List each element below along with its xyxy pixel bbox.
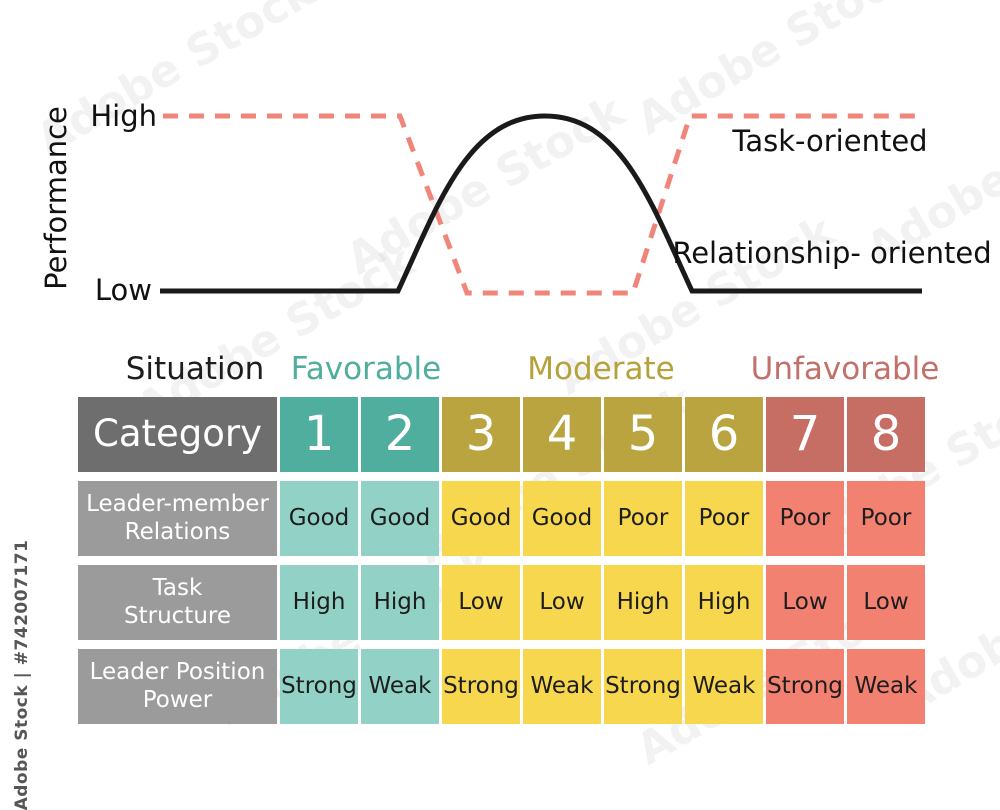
table-cell: Strong	[604, 649, 682, 724]
category-8: 8	[847, 397, 925, 472]
chart-canvas	[160, 113, 922, 296]
category-3: 3	[442, 397, 520, 472]
table-cell: Low	[523, 565, 601, 640]
table-cell: Low	[442, 565, 520, 640]
table-cell: Weak	[685, 649, 763, 724]
table-cell: High	[685, 565, 763, 640]
stock-id-watermark: Adobe Stock | #742007171	[12, 539, 32, 810]
task-oriented-label: Task-oriented	[732, 123, 928, 158]
row-label-leader-position-power: Leader Position Power	[78, 649, 277, 724]
table-cell: Strong	[766, 649, 844, 724]
table-cell: High	[280, 565, 358, 640]
situation-label: Situation	[125, 351, 265, 387]
category-4: 4	[523, 397, 601, 472]
table-cell: Low	[847, 565, 925, 640]
row-label-leader-member-relations: Leader-member Relations	[78, 481, 277, 556]
category-5: 5	[604, 397, 682, 472]
table-cell: Good	[361, 481, 439, 556]
unfavorable-group-label: Unfavorable	[750, 351, 940, 387]
y-tick-low: Low	[94, 273, 152, 307]
y-axis-label: Performance	[39, 106, 73, 290]
category-2: 2	[361, 397, 439, 472]
table-cell: Weak	[523, 649, 601, 724]
category-header: Category	[78, 397, 277, 472]
situation-table: Category 1 2 3 4 5 6 7 8 Leader-member R…	[78, 397, 925, 724]
table-cell: Poor	[685, 481, 763, 556]
table-cell: Good	[442, 481, 520, 556]
favorable-group-label: Favorable	[290, 351, 442, 387]
table-cell: Poor	[604, 481, 682, 556]
relationship-oriented-line	[160, 113, 922, 294]
table-cell: Weak	[847, 649, 925, 724]
category-7: 7	[766, 397, 844, 472]
moderate-group-label: Moderate	[527, 351, 675, 387]
table-cell: Strong	[442, 649, 520, 724]
table-cell: Good	[280, 481, 358, 556]
table-cell: Good	[523, 481, 601, 556]
table-cell: Poor	[847, 481, 925, 556]
category-6: 6	[685, 397, 763, 472]
task-oriented-line	[163, 113, 920, 296]
relationship-oriented-label: Relationship- oriented	[672, 235, 992, 270]
table-cell: Poor	[766, 481, 844, 556]
table-cell: Strong	[280, 649, 358, 724]
table-cell: High	[604, 565, 682, 640]
category-1: 1	[280, 397, 358, 472]
table-cell: High	[361, 565, 439, 640]
table-cell: Low	[766, 565, 844, 640]
row-label-task-structure: Task Structure	[78, 565, 277, 640]
table-cell: Weak	[361, 649, 439, 724]
y-tick-high: High	[90, 99, 157, 133]
